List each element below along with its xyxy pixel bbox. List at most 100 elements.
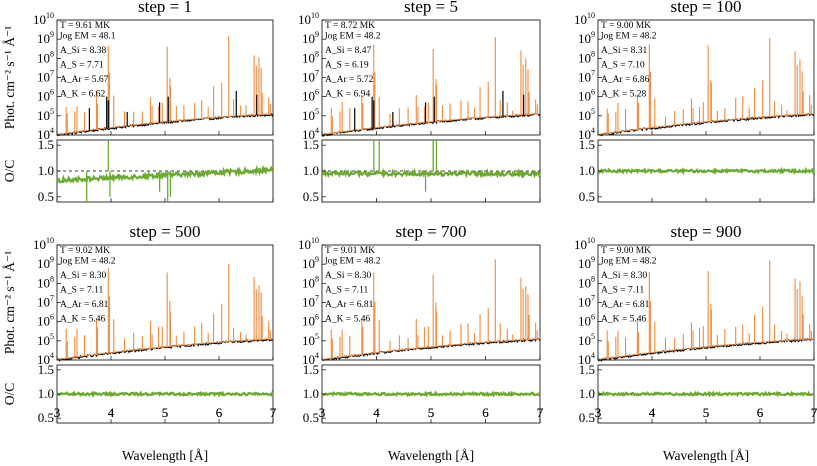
y-tick-label: 104 xyxy=(302,351,319,367)
ratio-curve xyxy=(55,164,274,184)
ratio-tick-label: 1.5 xyxy=(38,137,54,152)
observed-spectrum xyxy=(597,337,815,362)
y-tick-label: 109 xyxy=(578,255,595,271)
y-tick-label: 107 xyxy=(37,294,54,310)
parameter-annotation: A_Si = 8.30 xyxy=(60,271,107,281)
ratio-tick-label: 1.5 xyxy=(303,137,319,152)
x-tick-label: 7 xyxy=(811,405,817,420)
ratio-curve xyxy=(321,167,542,179)
panel-title: step = 700 xyxy=(396,222,467,241)
parameter-annotation: A_Si = 8.38 xyxy=(60,46,107,56)
ratio-tick-label: 1.0 xyxy=(303,386,319,401)
parameter-annotation: A_Ar = 6.81 xyxy=(325,300,374,310)
y-tick-label: 108 xyxy=(302,274,319,290)
ratio-tick-label: 0.5 xyxy=(303,410,319,425)
panel-5: step = 700 3 4 5 6 7 Wavelength [Å] 104 105 106 10… xyxy=(298,222,544,463)
ratio-tick-label: 0.5 xyxy=(303,189,319,204)
y-axis-label-ratio: O/C xyxy=(2,160,17,183)
y-tick-label: 107 xyxy=(578,294,595,310)
y-tick-label: 105 xyxy=(37,332,54,348)
y-tick-label: 107 xyxy=(302,294,319,310)
panel-6: step = 900 3 4 5 6 7 Wavelength [Å] 104 105 106 10… xyxy=(574,222,817,463)
ratio-tick-label: 1.0 xyxy=(579,163,595,178)
y-tick-label: 104 xyxy=(578,126,595,142)
parameter-annotation: A_S = 7.71 xyxy=(60,61,104,71)
ratio-tick-label: 1.5 xyxy=(38,362,54,377)
ratio-tick-label: 0.5 xyxy=(38,410,54,425)
y-axis-label-ratio: O/C xyxy=(2,383,17,406)
parameter-annotation: A_Si = 8.47 xyxy=(325,46,372,56)
panel-title: step = 5 xyxy=(404,0,458,16)
parameter-annotation: A_Si = 8.30 xyxy=(325,271,372,281)
model-continuum xyxy=(321,113,541,135)
ratio-tick-label: 1.0 xyxy=(38,386,54,401)
panel-title: step = 900 xyxy=(671,222,742,241)
y-tick-label: 105 xyxy=(37,107,54,123)
y-tick-label: 104 xyxy=(37,126,54,142)
ratio-curve xyxy=(597,166,815,176)
y-tick-label: 108 xyxy=(578,274,595,290)
y-tick-label: 105 xyxy=(578,332,595,348)
x-tick-label: 7 xyxy=(270,405,277,420)
ratio-tick-label: 1.5 xyxy=(579,137,595,152)
y-tick-label: 107 xyxy=(37,69,54,85)
parameter-annotation: A_Ar = 6.81 xyxy=(60,300,109,310)
y-tick-label: 106 xyxy=(578,88,595,104)
parameter-annotation: T = 9.01 MK xyxy=(325,246,375,256)
parameter-annotation: log EM = 48.1 xyxy=(60,32,116,42)
parameter-annotation: log EM = 48.2 xyxy=(601,32,657,42)
model-continuum xyxy=(597,338,815,360)
y-tick-label: 106 xyxy=(302,313,319,329)
y-tick-label: 109 xyxy=(37,255,54,271)
x-tick-label: 6 xyxy=(757,405,764,420)
panel-title: step = 1 xyxy=(138,0,192,16)
model-continuum xyxy=(56,113,274,135)
parameter-annotation: A_S = 7.11 xyxy=(60,286,104,296)
parameter-annotation: A_S = 7.11 xyxy=(601,286,645,296)
parameter-annotation: T = 9.02 MK xyxy=(60,246,110,256)
parameter-annotation: log EM = 48.2 xyxy=(601,257,657,267)
x-tick-label: 5 xyxy=(162,405,169,420)
x-tick-label: 5 xyxy=(428,405,435,420)
parameter-annotation: T = 9.00 MK xyxy=(601,246,651,256)
parameter-annotation: T = 9.61 MK xyxy=(60,21,110,31)
x-tick-label: 4 xyxy=(108,405,115,420)
y-axis-label-flux: Phot. cm⁻² s⁻¹ Å⁻¹ xyxy=(2,26,17,129)
y-tick-label: 106 xyxy=(302,88,319,104)
x-tick-label: 5 xyxy=(703,405,710,420)
x-tick-label: 5 xyxy=(428,405,435,420)
ratio-tick-label: 1.0 xyxy=(579,386,595,401)
y-tick-label: 1010 xyxy=(574,11,595,27)
x-tick-label: 3 xyxy=(595,405,602,420)
x-tick-label: 3 xyxy=(319,405,326,420)
parameter-annotation: A_Ar = 6.81 xyxy=(601,300,650,310)
parameter-annotation: T = 8.72 MK xyxy=(325,21,375,31)
ratio-tick-label: 1.0 xyxy=(38,163,54,178)
x-tick-label: 4 xyxy=(373,405,380,420)
model-continuum xyxy=(56,338,274,360)
parameter-annotation: A_K = 5.46 xyxy=(325,315,370,325)
x-tick-label: 5 xyxy=(703,405,710,420)
y-tick-label: 1010 xyxy=(298,236,319,252)
parameter-annotation: A_S = 7.11 xyxy=(325,286,369,296)
y-tick-label: 1010 xyxy=(33,236,54,252)
ratio-tick-label: 0.5 xyxy=(38,189,54,204)
y-tick-label: 1010 xyxy=(33,11,54,27)
y-tick-label: 104 xyxy=(37,351,54,367)
panel-2: step = 534567Wavelength [Å]1041051061071… xyxy=(298,0,544,420)
parameter-annotation: log EM = 48.2 xyxy=(60,257,116,267)
y-tick-label: 108 xyxy=(578,49,595,65)
parameter-annotation: log EM = 48.2 xyxy=(325,257,381,267)
parameter-annotation: A_Si = 8.30 xyxy=(601,271,648,281)
x-axis-label: Wavelength [Å] xyxy=(663,448,749,463)
observed-spectrum xyxy=(597,113,815,137)
y-tick-label: 104 xyxy=(302,126,319,142)
y-tick-label: 106 xyxy=(578,313,595,329)
ratio-curve xyxy=(321,390,541,398)
y-tick-label: 1010 xyxy=(298,11,319,27)
y-tick-label: 109 xyxy=(302,255,319,271)
x-axis-label: Wavelength [Å] xyxy=(122,448,208,463)
parameter-annotation: A_Ar = 5.72 xyxy=(325,75,374,85)
parameter-annotation: A_K = 5.46 xyxy=(60,315,105,325)
